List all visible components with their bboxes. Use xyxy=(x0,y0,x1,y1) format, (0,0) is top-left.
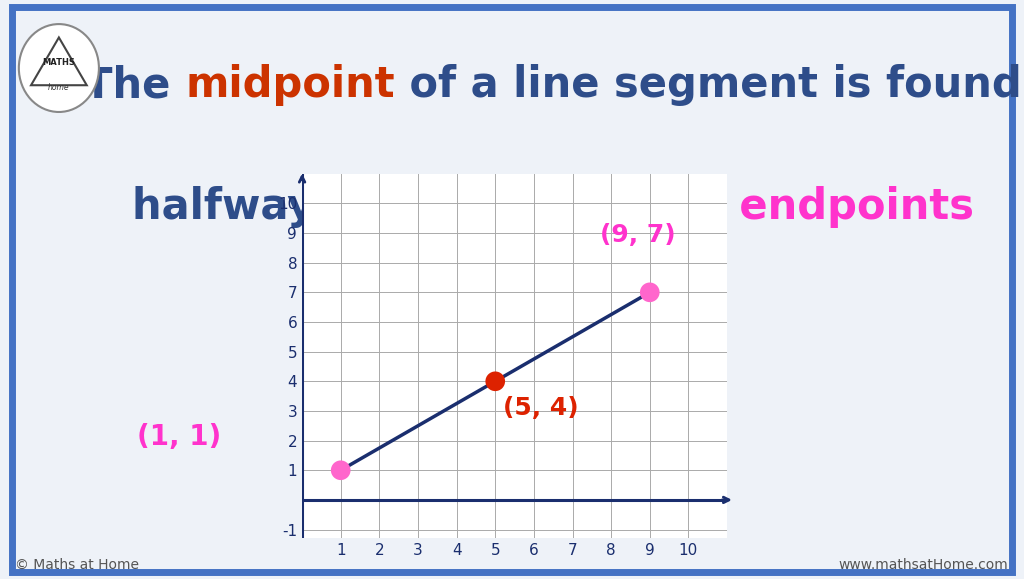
Text: two endpoints: two endpoints xyxy=(638,186,974,228)
Ellipse shape xyxy=(18,24,99,112)
Point xyxy=(642,288,658,297)
Text: (1, 1): (1, 1) xyxy=(137,423,221,451)
Text: halfway between the: halfway between the xyxy=(132,186,638,228)
Text: (9, 7): (9, 7) xyxy=(599,223,675,247)
Point xyxy=(333,466,349,475)
Text: (5, 4): (5, 4) xyxy=(503,397,579,420)
Text: home: home xyxy=(48,83,70,91)
Text: www.mathsatHome.com: www.mathsatHome.com xyxy=(839,558,1009,572)
Text: MATHS: MATHS xyxy=(42,58,76,67)
Text: of a line segment is found: of a line segment is found xyxy=(395,64,1022,107)
Text: © Maths at Home: © Maths at Home xyxy=(15,558,139,572)
Text: The: The xyxy=(84,64,185,107)
Text: midpoint: midpoint xyxy=(185,64,395,107)
Point xyxy=(487,377,504,386)
